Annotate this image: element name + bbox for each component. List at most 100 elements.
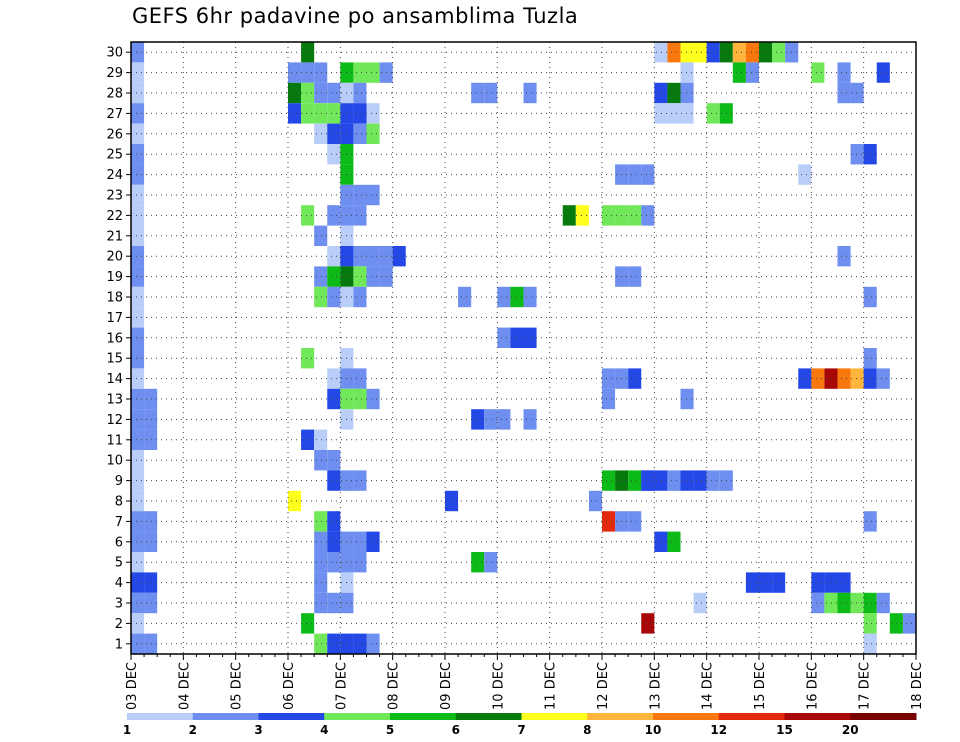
heatmap-cell (353, 266, 367, 287)
x-tick-label: 09 DEC (439, 662, 454, 710)
heatmap-cell (745, 42, 759, 63)
heatmap-cell (327, 144, 341, 165)
heatmap-cell (366, 246, 380, 267)
heatmap-cell (327, 552, 341, 573)
heatmap-cell (353, 286, 367, 308)
heatmap-cell (641, 205, 655, 226)
heatmap-cell (863, 592, 877, 614)
heatmap-cell (301, 62, 315, 83)
heatmap-cell (628, 164, 642, 185)
heatmap-cell (772, 42, 786, 63)
chart-title: GEFS 6hr padavine po ansamblima Tuzla (132, 4, 579, 28)
heatmap-cell (654, 103, 668, 124)
heatmap-cell (497, 286, 511, 308)
heatmap-cell (353, 633, 367, 654)
heatmap-cell (314, 633, 328, 654)
heatmap-cell (327, 266, 341, 287)
heatmap-cell (131, 633, 145, 654)
heatmap-cell (667, 531, 681, 552)
heatmap-cell (144, 388, 158, 410)
y-tick-label: 28 (106, 87, 123, 102)
y-tick-label: 22 (106, 209, 123, 224)
heatmap-cell (824, 592, 838, 614)
heatmap-cell (602, 470, 616, 491)
heatmap-cell (628, 470, 642, 491)
heatmap-cell (314, 225, 328, 246)
heatmap-cell (131, 470, 145, 491)
y-tick-label: 11 (106, 433, 123, 448)
heatmap-cell (327, 103, 341, 124)
heatmap-cell (314, 450, 328, 471)
heatmap-cell (471, 552, 485, 573)
colorbar-segment (587, 713, 654, 720)
heatmap-cell (327, 82, 341, 104)
heatmap-cell (327, 246, 341, 267)
heatmap-cell (706, 470, 720, 491)
heatmap-cell (680, 388, 694, 410)
heatmap-cell (131, 429, 145, 450)
heatmap-cell (863, 613, 877, 634)
y-tick-label: 17 (106, 311, 123, 326)
heatmap-cell (680, 62, 694, 83)
heatmap-cell (366, 103, 380, 124)
y-tick-label: 6 (115, 535, 123, 550)
heatmap-cell (131, 490, 145, 512)
colorbar-segment (850, 713, 917, 720)
heatmap-cell (811, 592, 825, 614)
heatmap-cell (863, 368, 877, 389)
colorbar-segment (324, 713, 391, 720)
heatmap-cell (759, 572, 773, 593)
heatmap-cell (366, 123, 380, 144)
heatmap-cell (314, 123, 328, 144)
heatmap-cell (288, 82, 302, 104)
heatmap-cell (131, 511, 145, 532)
heatmap-cell (863, 286, 877, 308)
y-tick-label: 19 (106, 270, 123, 285)
x-tick-label: 04 DEC (177, 662, 192, 710)
heatmap-cell (706, 42, 720, 63)
heatmap-cell (131, 348, 145, 369)
y-tick-label: 10 (106, 454, 123, 469)
y-tick-label: 30 (106, 46, 123, 61)
heatmap-cell (654, 42, 668, 63)
heatmap-cell (602, 368, 616, 389)
heatmap-cell (131, 205, 145, 226)
heatmap-cell (680, 103, 694, 124)
heatmap-cell (353, 123, 367, 144)
colorbar-segment (718, 713, 785, 720)
heatmap-cell (131, 286, 145, 308)
heatmap-cell (471, 409, 485, 430)
heatmap-cell (458, 286, 472, 308)
heatmap-cell (144, 572, 158, 593)
heatmap-cell (876, 62, 890, 83)
heatmap-cell (353, 470, 367, 491)
x-tick-label: 07 DEC (334, 662, 349, 710)
heatmap-cell (641, 164, 655, 185)
heatmap-cell (314, 286, 328, 308)
heatmap-cell (523, 82, 537, 104)
heatmap-cell (327, 286, 341, 308)
y-tick-label: 12 (106, 413, 123, 428)
heatmap-cell (314, 511, 328, 532)
heatmap-cell (131, 409, 145, 430)
heatmap-cell (523, 286, 537, 308)
heatmap-cell (628, 368, 642, 389)
heatmap-cell (353, 388, 367, 410)
heatmap-cell (811, 62, 825, 83)
colorbar: 1 2 3 4 5 6 7 8 10 12 15 20 (123, 713, 917, 737)
y-tick-label: 14 (106, 372, 123, 387)
y-tick-label: 4 (115, 576, 123, 591)
heatmap-cell (575, 205, 589, 226)
heatmap-cell (144, 511, 158, 532)
heatmap-cell (654, 82, 668, 104)
y-tick-label: 3 (115, 597, 123, 612)
heatmap-cell (680, 470, 694, 491)
colorbar-label: 8 (583, 723, 591, 737)
heatmap-cell (602, 388, 616, 410)
heatmap-cell (327, 450, 341, 471)
heatmap-cell (497, 409, 511, 430)
heatmap-cell (144, 429, 158, 450)
heatmap-cell (693, 592, 707, 614)
heatmap-cell (131, 327, 145, 348)
heatmap-cell (876, 592, 890, 614)
